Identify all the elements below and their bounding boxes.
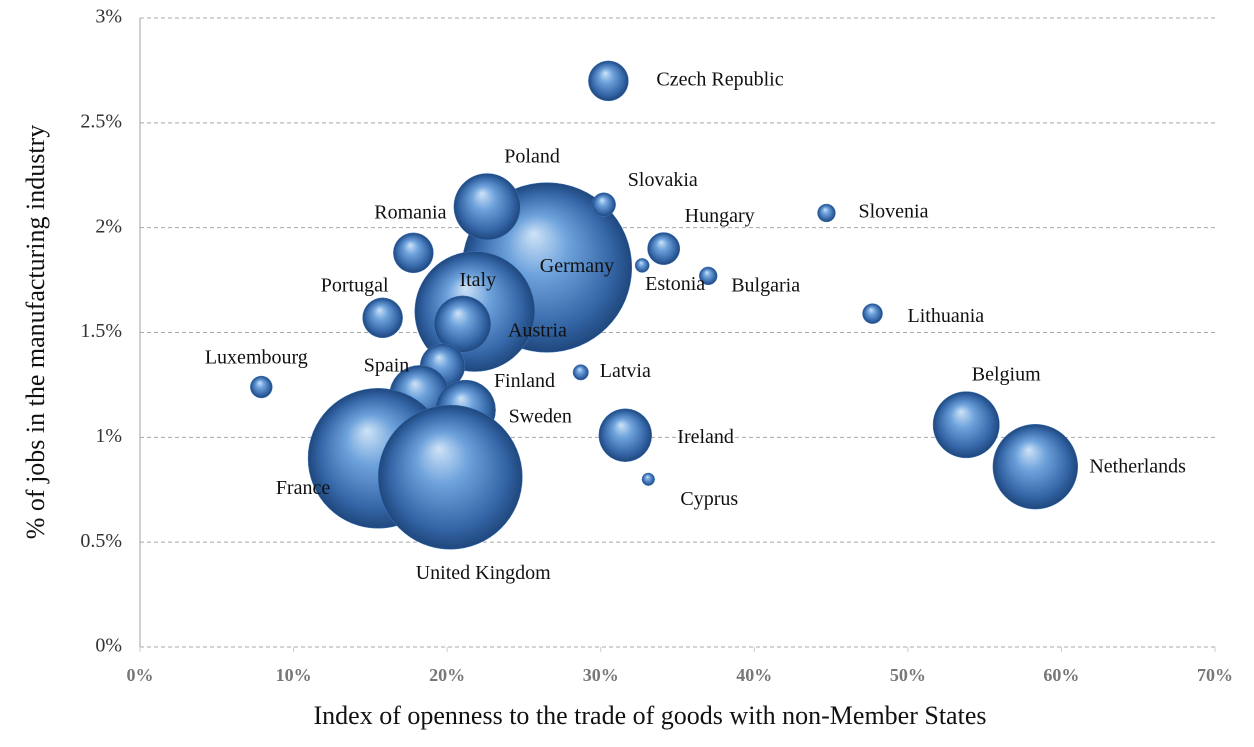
bubble: [634, 258, 650, 273]
bubble-label: Czech Republic: [656, 68, 783, 90]
x-tick-label: 0%: [127, 665, 154, 685]
bubble: [641, 472, 655, 486]
bubble: [598, 408, 652, 462]
bubble-label: Romania: [374, 201, 446, 223]
y-tick-label: 2.5%: [80, 110, 122, 132]
bubble-label: Belgium: [972, 363, 1041, 385]
bubble-label: Slovakia: [628, 169, 698, 191]
y-tick-label: 1%: [95, 425, 122, 447]
bubble: [817, 203, 836, 223]
y-axis-title: % of jobs in the manufacturing industry: [21, 125, 50, 539]
x-tick-label: 10%: [276, 665, 312, 685]
y-tick-label: 0.5%: [80, 530, 122, 552]
bubble-label: Netherlands: [1089, 455, 1186, 477]
bubble-label: Spain: [364, 355, 410, 377]
x-tick-label: 30%: [583, 665, 619, 685]
bubble-label: Slovenia: [858, 201, 928, 223]
bubble: [862, 303, 883, 324]
bubble-label: Italy: [459, 269, 496, 291]
bubble-label: Estonia: [645, 273, 705, 295]
bubble-label: Luxembourg: [205, 347, 308, 369]
x-tick-label: 40%: [736, 665, 772, 685]
y-tick-label: 3%: [95, 6, 122, 28]
bubble-label: Poland: [504, 145, 560, 167]
bubble-label: Sweden: [509, 406, 572, 428]
x-tick-label: 50%: [890, 665, 926, 685]
y-tick-label: 0%: [95, 635, 122, 657]
bubble-label: Hungary: [685, 205, 755, 227]
bubble: [377, 404, 523, 550]
bubble: [393, 232, 434, 274]
bubble: [588, 60, 629, 102]
bubble-label: Finland: [494, 370, 555, 392]
y-tick-label: 1.5%: [80, 320, 122, 342]
bubble: [992, 424, 1078, 510]
bubble: [433, 295, 492, 353]
bubble: [250, 375, 273, 399]
bubble: [362, 297, 403, 339]
bubble: [453, 173, 521, 241]
bubble-label: Portugal: [321, 274, 389, 296]
x-axis-title: Index of openness to the trade of goods …: [314, 701, 987, 730]
bubble-label: Austria: [508, 320, 567, 342]
bubble: [932, 391, 1000, 459]
bubble-label: Bulgaria: [731, 274, 800, 296]
bubble-label: Lithuania: [908, 305, 985, 327]
bubble: [647, 232, 681, 266]
bubble-label: Latvia: [600, 360, 651, 382]
y-tick-label: 2%: [95, 215, 122, 237]
bubble-label: Ireland: [677, 426, 734, 448]
bubble-label: France: [276, 477, 331, 499]
x-tick-label: 20%: [429, 665, 465, 685]
bubble: [591, 192, 616, 217]
bubble-label: Cyprus: [680, 488, 738, 510]
bubble: [572, 364, 589, 381]
x-tick-label: 60%: [1043, 665, 1079, 685]
bubble-label: Germany: [540, 255, 614, 277]
bubble-label: United Kingdom: [416, 562, 551, 584]
bubble: [699, 266, 718, 286]
x-tick-label: 70%: [1197, 665, 1233, 685]
